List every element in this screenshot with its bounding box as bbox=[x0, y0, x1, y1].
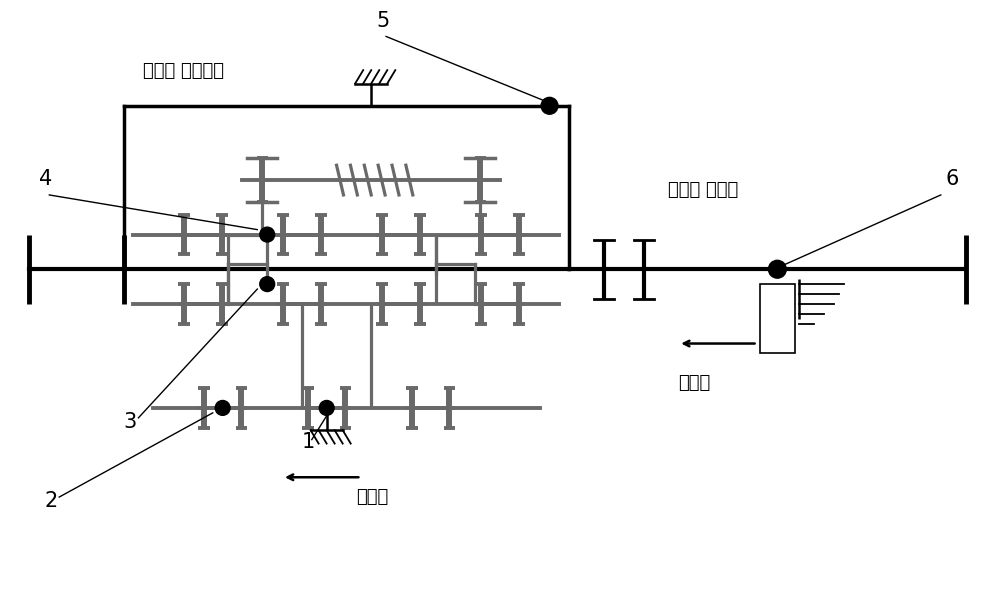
Text: 输出端: 输出端 bbox=[678, 374, 711, 392]
Circle shape bbox=[768, 260, 786, 278]
Text: 第二级 平行齿: 第二级 平行齿 bbox=[668, 181, 739, 199]
Text: 4: 4 bbox=[39, 169, 53, 189]
Circle shape bbox=[319, 401, 334, 415]
Text: 输入端: 输入端 bbox=[356, 488, 389, 506]
Bar bbox=[760, 284, 795, 353]
Text: 第一级 行星摆线: 第一级 行星摆线 bbox=[143, 62, 224, 80]
Text: 6: 6 bbox=[946, 169, 959, 189]
Circle shape bbox=[260, 277, 275, 292]
Text: 5: 5 bbox=[376, 11, 389, 31]
Circle shape bbox=[260, 227, 275, 242]
Circle shape bbox=[215, 401, 230, 415]
Text: 1: 1 bbox=[302, 432, 315, 452]
Circle shape bbox=[541, 97, 558, 114]
Text: 3: 3 bbox=[124, 412, 137, 432]
Text: 2: 2 bbox=[44, 491, 58, 511]
